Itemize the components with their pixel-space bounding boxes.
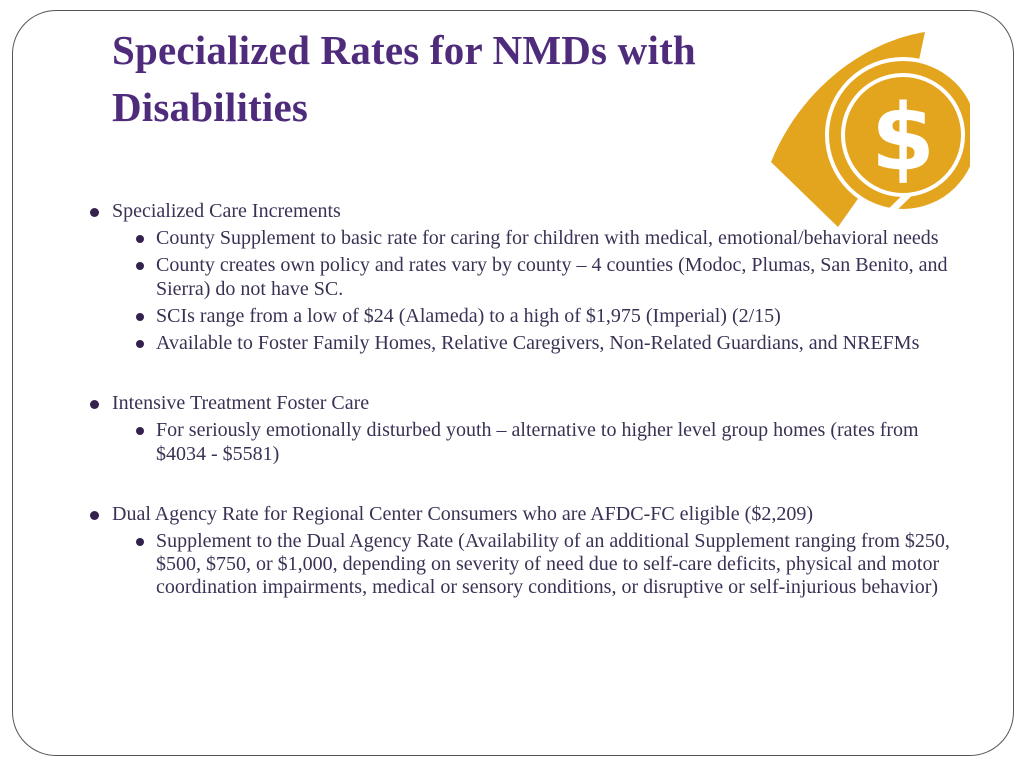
bullet-dot (136, 235, 144, 244)
bullet-dot (90, 510, 99, 520)
bullet-dot (90, 208, 99, 217)
bullet-group-dual-agency: Dual Agency Rate for Regional Center Con… (90, 503, 970, 600)
bullet-dot (136, 427, 144, 436)
dollar-symbol: $ (871, 85, 935, 192)
bullet-item-level2: County Supplement to basic rate for cari… (90, 227, 970, 250)
coin-face (845, 77, 961, 193)
bullet-text: SCIs range from a low of $24 (Alameda) t… (156, 304, 781, 327)
bullet-dot (90, 400, 99, 410)
bullet-dot (136, 339, 144, 348)
bullet-dot (136, 312, 144, 321)
bullet-item-level2: County creates own policy and rates vary… (90, 254, 970, 300)
bullet-item-level2: Available to Foster Family Homes, Relati… (90, 332, 970, 355)
slide-title: Specialized Rates for NMDs with Disabili… (112, 27, 696, 130)
bullet-text: Available to Foster Family Homes, Relati… (156, 331, 920, 354)
bullet-item-level1: Dual Agency Rate for Regional Center Con… (90, 503, 970, 526)
bullet-text: County creates own policy and rates vary… (156, 254, 948, 300)
bullet-dot (136, 262, 144, 271)
bullet-text: Specialized Care Increments (112, 200, 341, 222)
bullet-item-level2: For seriously emotionally disturbed yout… (90, 419, 970, 465)
bullet-item-level2: SCIs range from a low of $24 (Alameda) t… (90, 305, 970, 328)
bullet-text: Dual Agency Rate for Regional Center Con… (112, 502, 813, 525)
bullet-item-level2: Supplement to the Dual Agency Rate (Avai… (90, 530, 970, 600)
bullet-text: For seriously emotionally disturbed yout… (156, 419, 919, 465)
bullet-dot (136, 537, 144, 546)
slide-body: Specialized Care Increments County Suppl… (90, 200, 970, 599)
bullet-text: Intensive Treatment Foster Care (112, 392, 370, 415)
bullet-item-level1: Intensive Treatment Foster Care (90, 392, 970, 415)
bullet-item-level1: Specialized Care Increments (90, 200, 970, 223)
bullet-text: County Supplement to basic rate for cari… (156, 227, 939, 250)
bullet-group-specialized-care: Specialized Care Increments County Suppl… (90, 200, 970, 355)
bullet-text: Supplement to the Dual Agency Rate (Avai… (156, 529, 950, 599)
bullet-group-itfc: Intensive Treatment Foster Care For seri… (90, 392, 970, 466)
